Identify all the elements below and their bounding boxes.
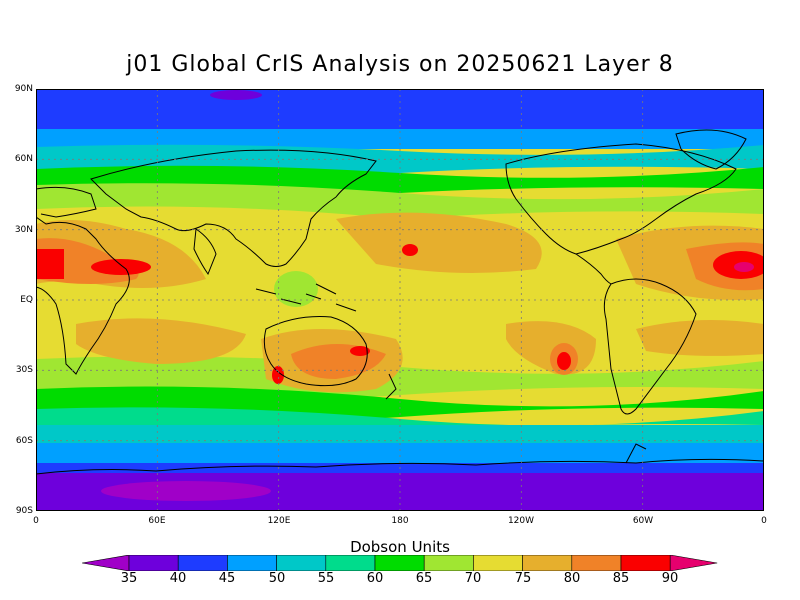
lon-label: 60E <box>148 516 166 526</box>
high-south-atlantic <box>636 320 764 356</box>
colorbar-tick-label: 75 <box>514 571 532 586</box>
lat-label: 60N <box>14 154 33 164</box>
colorbar-swatch <box>473 555 523 571</box>
colorbar-high-triangle <box>669 555 718 571</box>
arctic-min <box>210 90 262 100</box>
coastlines <box>36 129 764 475</box>
colorbar-tick-label: 70 <box>464 571 482 586</box>
coast-greenland <box>675 129 747 170</box>
high-australia-red-west <box>272 366 284 384</box>
ozone-map-canvas <box>36 89 764 511</box>
colorbar-swatch <box>423 555 474 571</box>
colorbar-low-triangle <box>82 555 130 571</box>
lon-label: 0 <box>33 516 39 526</box>
colorbar <box>82 555 718 571</box>
coast-north-america <box>505 143 737 255</box>
coast-australia <box>263 316 368 387</box>
colorbar-tick-label: 50 <box>268 571 286 586</box>
lat-label: EQ <box>20 295 33 305</box>
colorbar-tick-label: 80 <box>563 571 581 586</box>
band-60s <box>36 443 764 463</box>
lon-label: 180 <box>391 516 409 526</box>
colorbar-units-label: Dobson Units <box>350 538 450 556</box>
gridlines <box>36 89 764 511</box>
colorbar-tick-label: 40 <box>169 571 187 586</box>
lat-label: 60S <box>15 436 33 446</box>
antarctic-min <box>101 481 271 501</box>
colorbar-swatch <box>177 555 228 571</box>
colorbar-swatch <box>620 555 671 571</box>
high-atlantic-90 <box>734 262 754 272</box>
high-pacific-red <box>402 244 418 256</box>
coast-south-america <box>603 278 697 415</box>
colorbar-tick-label: 55 <box>317 571 335 586</box>
colorbar-swatch <box>128 555 179 571</box>
lat-label: 30S <box>15 365 33 375</box>
colorbar-tick-label: 45 <box>218 571 236 586</box>
map-border <box>36 89 764 511</box>
colorbar-swatch <box>522 555 573 571</box>
colorbar-swatch <box>325 555 376 571</box>
lon-label: 60W <box>632 516 654 526</box>
colorbar-swatch <box>227 555 277 571</box>
colorbar-swatch <box>374 555 425 571</box>
lat-label: 30N <box>14 225 33 235</box>
high-pacific <box>336 212 542 273</box>
high-sahara-red <box>36 249 64 279</box>
colorbar-tick-label: 65 <box>415 571 433 586</box>
coast-indonesia <box>255 283 357 312</box>
coast-europe-africa <box>36 186 130 375</box>
colorbar-swatch <box>571 555 622 571</box>
high-arabia-red <box>91 259 151 275</box>
coast-central-america <box>575 253 612 285</box>
lat-label: 90S <box>15 506 33 516</box>
lat-label: 90N <box>14 84 33 94</box>
lon-label: 120W <box>507 516 535 526</box>
high-southern-indian <box>76 318 246 364</box>
high-australia-red <box>350 346 370 356</box>
colorbar-tick-label: 90 <box>661 571 679 586</box>
colorbar-swatch <box>276 555 327 571</box>
colorbar-tick-label: 85 <box>612 571 630 586</box>
coast-india <box>193 228 217 276</box>
band-55s <box>36 425 764 443</box>
coast-antarctic-peninsula <box>625 443 647 464</box>
colorbar-tick-label: 35 <box>120 571 138 586</box>
map-title: j01 Global CrIS Analysis on 20250621 Lay… <box>126 52 674 77</box>
colorbar-tick-label: 60 <box>366 571 384 586</box>
lon-label: 0 <box>761 516 767 526</box>
coast-new-zealand <box>385 373 397 400</box>
ozone-map <box>36 89 764 511</box>
lon-label: 120E <box>267 516 291 526</box>
high-south-pacific-red <box>557 352 571 370</box>
coast-antarctica <box>36 458 764 475</box>
low-indonesia <box>274 271 318 307</box>
